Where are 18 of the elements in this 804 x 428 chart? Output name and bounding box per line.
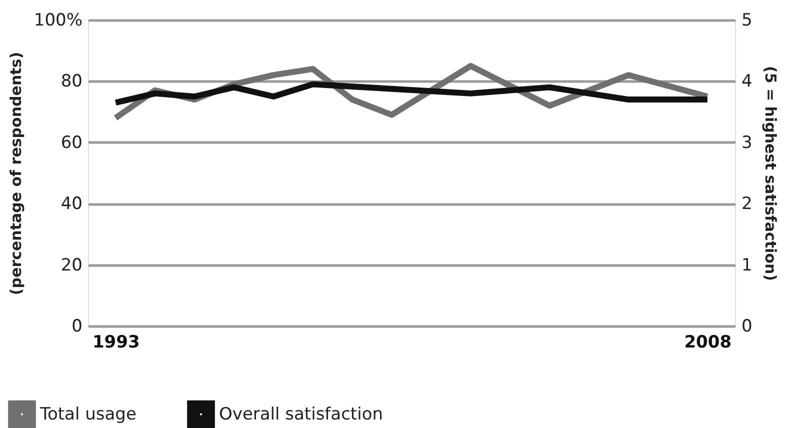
- y2-tick-label: 0: [742, 316, 752, 336]
- y-tick-label: 80: [60, 72, 82, 92]
- y-tick-label: 20: [60, 255, 82, 276]
- y2-tick-label: 5: [742, 10, 752, 30]
- legend-label: Overall satisfaction: [219, 404, 383, 424]
- y-tick-label: 100%: [34, 10, 82, 30]
- legend-label: Total usage: [39, 404, 136, 424]
- y2-tick-label: 1: [742, 255, 752, 276]
- y2-tick-label: 4: [742, 72, 752, 92]
- y2-axis-title: (5 = highest satisfaction): [761, 66, 780, 282]
- y2-tick-label: 3: [742, 132, 752, 153]
- x-tick-label: 2008: [684, 332, 732, 352]
- y-tick-label: 60: [60, 132, 82, 153]
- y-tick-label: 40: [60, 194, 82, 214]
- y-axis-title: (percentage of respondents): [6, 52, 25, 296]
- y-tick-label: 0: [72, 316, 82, 336]
- x-tick-label: 1993: [92, 332, 140, 352]
- y2-tick-label: 2: [742, 194, 752, 214]
